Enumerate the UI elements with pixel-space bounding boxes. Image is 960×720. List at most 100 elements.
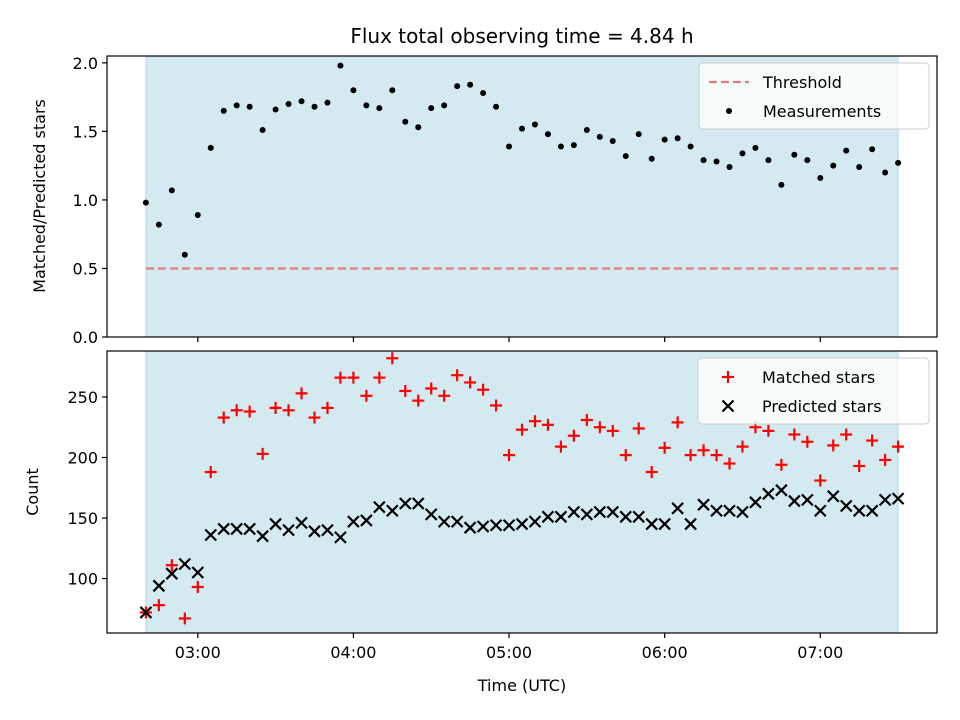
matched-stars-point xyxy=(256,447,269,460)
measurement-point xyxy=(415,124,422,131)
measurement-point xyxy=(168,187,175,194)
predicted-stars-point xyxy=(308,525,321,538)
legend-label: Matched stars xyxy=(762,368,875,387)
x-marker-b xyxy=(645,517,658,531)
matched-stars-point xyxy=(360,389,373,402)
matched-stars-point xyxy=(606,424,619,437)
x-marker-b xyxy=(386,504,399,518)
matched-stars-point xyxy=(412,394,425,407)
x-marker-b xyxy=(762,487,775,501)
matched-stars-point xyxy=(451,369,464,382)
legend-measurement-swatch xyxy=(726,108,732,114)
x-marker-b xyxy=(347,515,360,528)
matched-stars-point xyxy=(671,416,684,429)
y-tick-label: 150 xyxy=(67,509,98,528)
measurement-point xyxy=(376,105,383,112)
legend: Matched stars Predicted stars xyxy=(697,357,930,425)
predicted-stars-point xyxy=(775,483,788,497)
measurement-point xyxy=(181,251,188,258)
x-marker-b xyxy=(269,517,282,531)
chart-title: Flux total observing time = 4.84 h xyxy=(350,24,693,48)
measurement-point xyxy=(895,159,902,166)
measurement-point xyxy=(155,221,162,228)
measurement-point xyxy=(480,90,487,97)
matched-stars-point xyxy=(684,449,697,462)
legend-box xyxy=(698,62,930,130)
measurement-point xyxy=(557,143,564,150)
measurement-point xyxy=(454,83,461,90)
x-marker-b xyxy=(424,508,438,521)
y-tick-label: 0.0 xyxy=(73,328,98,347)
y-tick-label: 2.0 xyxy=(73,54,98,73)
x-marker-b xyxy=(437,515,451,528)
matched-stars-point xyxy=(503,449,516,462)
predicted-stars-point xyxy=(814,504,827,518)
x-marker-b xyxy=(230,522,243,536)
x-marker-b xyxy=(373,500,386,514)
x-marker-b xyxy=(710,504,723,518)
x-marker-b xyxy=(139,606,153,619)
matched-stars-point xyxy=(788,428,801,441)
matched-stars-point xyxy=(541,418,554,431)
measurement-point xyxy=(441,102,448,109)
predicted-stars-point xyxy=(749,496,762,509)
matched-stars-point xyxy=(710,449,723,462)
x-marker-b xyxy=(243,522,256,536)
x-marker-b xyxy=(178,557,192,571)
measurement-point xyxy=(220,107,227,114)
measurement-point xyxy=(817,174,824,181)
matched-stars-point xyxy=(282,404,295,417)
measurement-point xyxy=(648,155,655,162)
predicted-stars-point xyxy=(269,517,282,531)
predicted-stars-point xyxy=(865,504,879,518)
x-marker-b xyxy=(788,494,801,508)
matched-stars-point xyxy=(321,401,334,414)
x-marker-b xyxy=(721,399,735,413)
matched-stars-point xyxy=(775,458,788,471)
x-marker-b xyxy=(567,505,581,519)
predicted-stars-point xyxy=(321,523,334,537)
matched-stars-point xyxy=(554,440,567,453)
measurement-point xyxy=(402,118,409,125)
measurement-point xyxy=(843,147,850,154)
x-tick-label: 07:00 xyxy=(797,643,843,662)
x-marker-b xyxy=(308,525,321,538)
matched-stars-point xyxy=(308,411,321,424)
matched-stars-point xyxy=(230,404,243,417)
predicted-stars-point xyxy=(697,498,710,511)
matched-stars-point xyxy=(632,422,645,435)
matched-stars-point xyxy=(464,376,477,389)
predicted-stars-point xyxy=(658,517,671,531)
predicted-stars-point xyxy=(178,557,192,571)
x-marker-b xyxy=(891,492,905,505)
x-marker-b xyxy=(463,521,477,534)
legend-label: Measurements xyxy=(763,102,881,121)
x-marker-b xyxy=(801,493,814,507)
matched-stars-point xyxy=(892,440,905,453)
x-marker-b xyxy=(775,483,788,497)
x-marker-b xyxy=(632,510,645,524)
measurement-point xyxy=(285,100,292,107)
x-marker-b xyxy=(671,502,684,515)
predicted-stars-point xyxy=(411,497,425,510)
predicted-stars-point xyxy=(347,515,360,528)
predicted-stars-point xyxy=(593,505,607,519)
measurement-point xyxy=(246,103,253,110)
predicted-stars-point xyxy=(710,504,723,518)
matched-stars-point xyxy=(866,434,879,447)
measurement-point xyxy=(882,169,889,176)
matched-stars-point xyxy=(165,559,178,572)
measurement-point xyxy=(142,199,149,206)
legend-predicted-swatch xyxy=(721,399,735,413)
measurement-point xyxy=(726,164,733,171)
predicted-stars-point xyxy=(450,515,464,528)
measurement-point xyxy=(324,99,331,106)
x-marker-b xyxy=(295,516,308,530)
predicted-stars-point xyxy=(502,519,516,532)
matched-stars-point xyxy=(840,428,853,441)
predicted-stars-point xyxy=(528,515,542,528)
predicted-stars-point xyxy=(788,494,801,508)
predicted-stars-point xyxy=(580,508,594,521)
axes-frame xyxy=(106,350,938,634)
measurement-point xyxy=(609,137,616,144)
